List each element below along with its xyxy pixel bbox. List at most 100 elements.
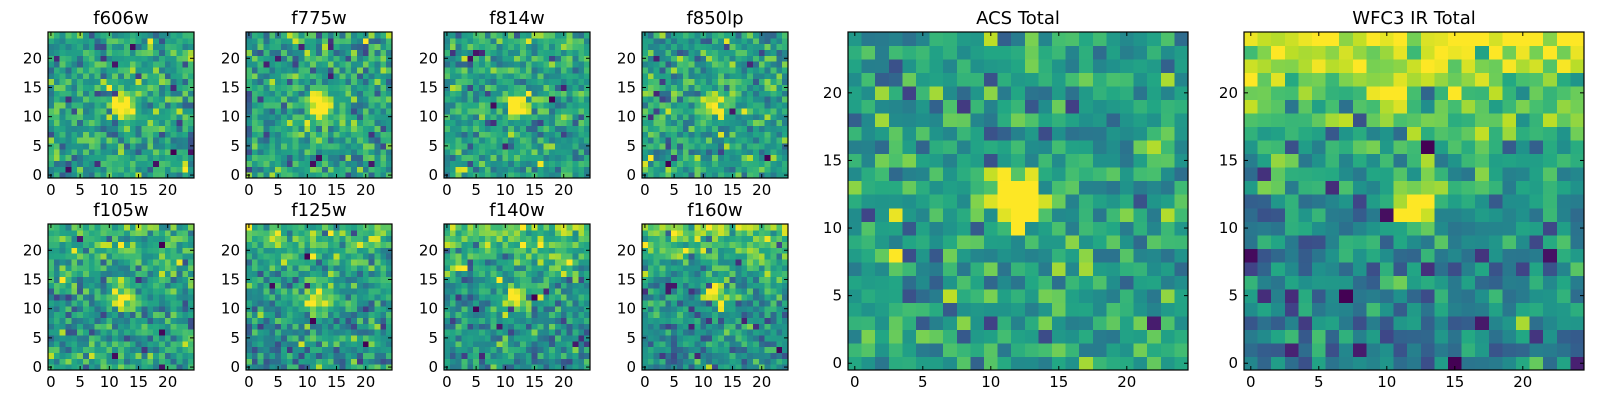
heatmap-cell <box>304 131 311 138</box>
heatmap-cell <box>729 352 736 359</box>
heatmap-cell <box>694 125 701 132</box>
heatmap-cell <box>339 107 346 115</box>
heatmap-cell <box>158 131 166 138</box>
heatmap-cell <box>345 229 352 237</box>
heatmap-cell <box>642 107 649 115</box>
heatmap-cell <box>723 358 731 365</box>
heatmap-cell <box>496 67 503 74</box>
heatmap-cell <box>182 90 189 97</box>
heatmap-cell <box>671 49 678 56</box>
y-tick-label: 10 <box>221 300 240 318</box>
heatmap-cell <box>53 264 61 272</box>
heatmap-cell <box>653 72 661 80</box>
heatmap-cell <box>275 142 282 150</box>
heatmap-cell <box>281 96 288 103</box>
heatmap-cell <box>386 49 393 56</box>
heatmap-cell <box>723 67 731 74</box>
heatmap-cell <box>747 288 754 295</box>
heatmap-cell <box>694 49 701 56</box>
heatmap-cell <box>671 43 678 51</box>
heatmap-cell <box>339 32 346 39</box>
heatmap-cell <box>374 154 381 161</box>
heatmap-cell <box>531 102 538 109</box>
heatmap-cell <box>688 67 696 74</box>
heatmap-cell <box>479 125 486 132</box>
heatmap-cell <box>758 96 766 103</box>
heatmap-cell <box>88 224 96 231</box>
heatmap-cell <box>188 102 195 109</box>
heatmap-cell <box>351 131 358 138</box>
heatmap-cell <box>164 294 172 301</box>
heatmap-cell <box>164 142 172 150</box>
heatmap-cell <box>688 352 696 359</box>
heatmap-cell <box>584 137 591 144</box>
heatmap-cell <box>473 84 480 91</box>
heatmap-cell <box>71 166 78 173</box>
heatmap-cell <box>345 305 352 313</box>
heatmap-cell <box>112 241 119 248</box>
heatmap-cell <box>461 119 468 126</box>
heatmap-cell <box>269 148 276 156</box>
heatmap-cell <box>386 241 393 248</box>
heatmap-cell <box>281 352 288 359</box>
heatmap-cell <box>153 264 160 272</box>
y-tick-label: 10 <box>419 300 438 318</box>
heatmap-cell <box>747 90 754 97</box>
heatmap-cell <box>188 107 195 115</box>
heatmap-cell <box>729 72 736 80</box>
heatmap-cell <box>257 253 265 260</box>
heatmap-cell <box>642 119 649 126</box>
heatmap-cell <box>729 166 736 173</box>
heatmap-cell <box>723 334 731 342</box>
heatmap-cell <box>188 229 195 237</box>
heatmap-cell <box>351 160 358 167</box>
heatmap-cell <box>706 282 713 289</box>
heatmap-cell <box>118 72 125 80</box>
heatmap-cell <box>665 282 672 289</box>
heatmap-cell <box>700 346 707 353</box>
heatmap-cell <box>188 61 195 68</box>
heatmap-cell <box>345 282 352 289</box>
heatmap-cell <box>514 37 521 45</box>
heatmap-cell <box>77 288 84 295</box>
heatmap-cell <box>304 305 311 313</box>
heatmap-cell <box>310 270 317 278</box>
heatmap-cell <box>694 43 701 51</box>
heatmap-cell <box>368 154 375 161</box>
heatmap-cell <box>677 358 684 365</box>
heatmap-cell <box>735 125 742 132</box>
heatmap-cell <box>677 72 684 80</box>
heatmap-cell <box>141 32 148 39</box>
heatmap-cell <box>269 253 276 260</box>
heatmap-cell <box>537 137 544 144</box>
heatmap-cell <box>543 49 550 56</box>
heatmap-cell <box>345 253 352 260</box>
heatmap-cell <box>479 107 486 115</box>
heatmap-cell <box>572 61 579 68</box>
heatmap-cell <box>677 49 684 56</box>
heatmap-cell <box>537 96 544 103</box>
heatmap-cell <box>153 131 160 138</box>
heatmap-cell <box>123 102 131 109</box>
heatmap-cell <box>94 154 102 161</box>
heatmap-cell <box>141 329 148 336</box>
heatmap-cell <box>123 43 131 51</box>
heatmap-cell <box>170 358 177 365</box>
heatmap-cell <box>118 323 125 330</box>
y-tick-label: 10 <box>221 108 240 126</box>
panel-title: f105w <box>93 200 148 221</box>
heatmap-cell <box>59 346 67 353</box>
heatmap-cell <box>281 364 288 371</box>
heatmap-cell <box>263 37 270 45</box>
heatmap-cell <box>659 72 666 80</box>
heatmap-cell <box>508 67 515 74</box>
heatmap-cell <box>188 253 195 260</box>
heatmap-cell <box>153 154 160 161</box>
heatmap-cell <box>158 329 166 336</box>
heatmap-cell <box>304 37 311 45</box>
heatmap-cell <box>88 282 96 289</box>
heatmap-cell <box>554 125 562 132</box>
heatmap-cell <box>327 229 335 237</box>
heatmap-cell <box>269 119 276 126</box>
heatmap-cell <box>77 142 84 150</box>
